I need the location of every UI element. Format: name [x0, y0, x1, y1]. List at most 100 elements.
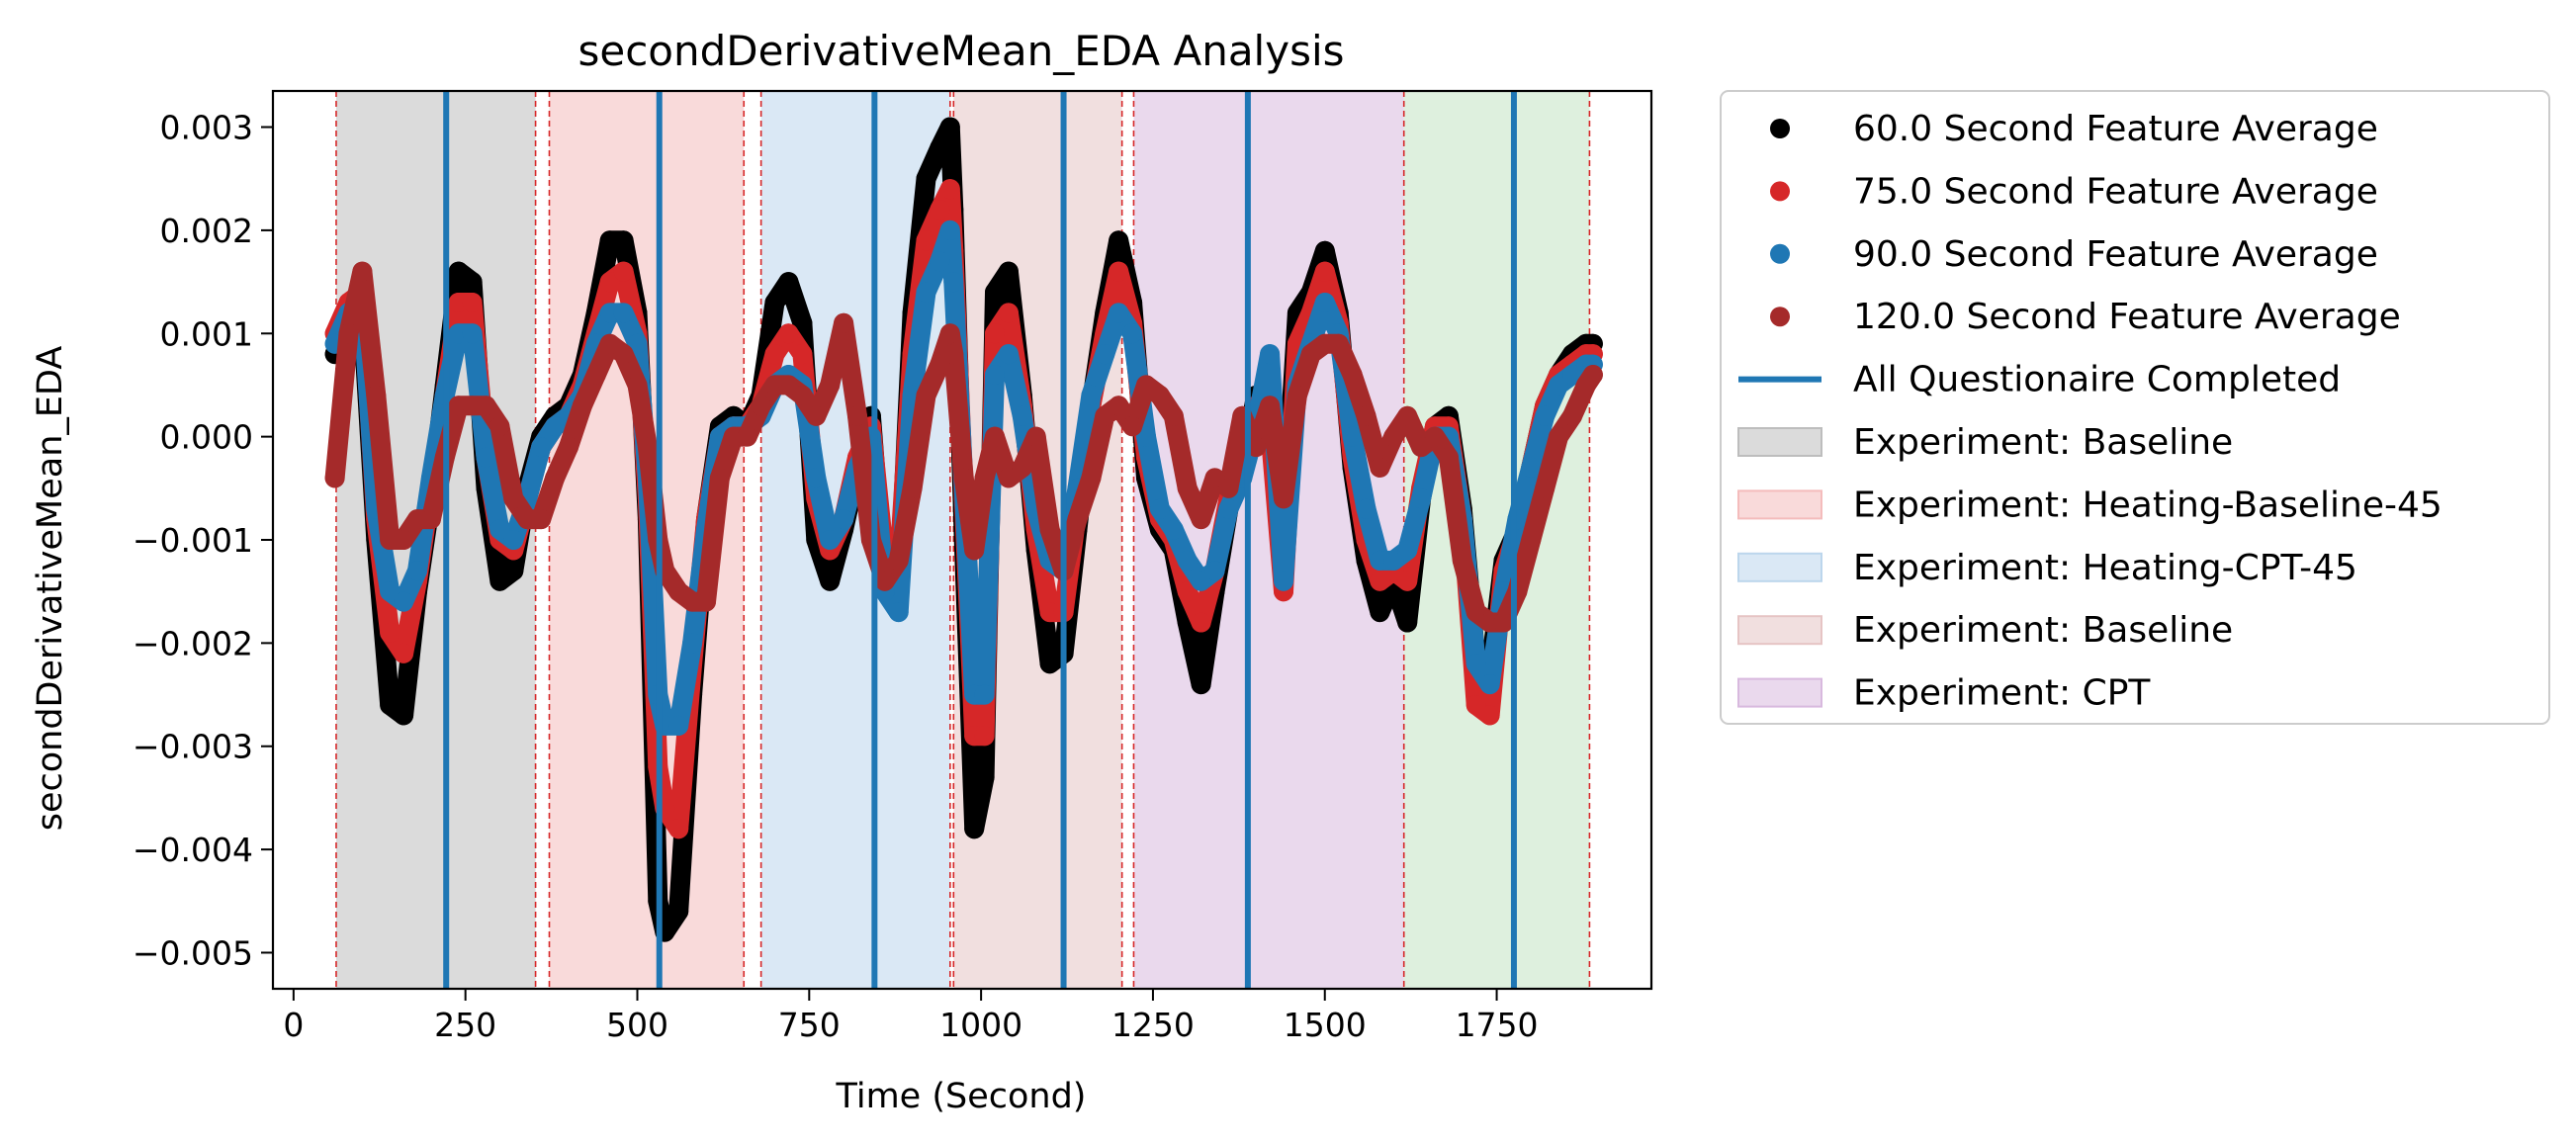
- series-3-point-18: [572, 396, 592, 416]
- series-1-point-26: [668, 819, 689, 839]
- series-3-point-39: [847, 405, 867, 426]
- series-1-point-86: [1466, 695, 1486, 715]
- series-1-point-35: [792, 344, 813, 365]
- series-3-point-33: [764, 375, 785, 396]
- series-3: [324, 261, 1603, 633]
- series-3-point-6: [407, 509, 427, 530]
- x-tick-label-3: 750: [778, 1006, 841, 1044]
- series-0-point-21: [613, 230, 634, 251]
- series-2-point-37: [820, 530, 841, 550]
- series-3-point-26: [668, 581, 689, 602]
- plot-inner: [324, 91, 1603, 989]
- series-2-point-9: [448, 323, 469, 344]
- series-1-point-81: [1397, 571, 1418, 591]
- series-3-point-29: [709, 468, 730, 488]
- series-3-point-82: [1411, 437, 1432, 458]
- series-2-point-60: [1109, 303, 1129, 323]
- y-tick-label-8: −0.005: [133, 933, 253, 972]
- series-2-point-64: [1163, 519, 1184, 540]
- y-tick-label-7: −0.004: [133, 831, 253, 869]
- series-2-point-5: [394, 591, 414, 612]
- series-3-point-20: [599, 333, 620, 354]
- series-2-point-20: [599, 303, 620, 323]
- series-2-point-11: [476, 447, 496, 468]
- series-2-point-93: [1562, 365, 1582, 385]
- series-3-point-14: [517, 509, 538, 530]
- series-3-point-88: [1493, 612, 1514, 633]
- series-0-point-51: [985, 282, 1005, 303]
- series-1-point-44: [916, 230, 936, 251]
- legend-label-3: 120.0 Second Feature Average: [1853, 297, 2401, 337]
- series-2-point-91: [1535, 405, 1555, 426]
- series-0-point-12: [489, 571, 510, 591]
- y-axis-label: secondDerivativeMean_EDA: [31, 346, 70, 832]
- series-2-point-51: [985, 365, 1005, 385]
- series-3-point-62: [1136, 375, 1156, 396]
- series-0-point-75: [1314, 240, 1335, 261]
- series-0-point-45: [930, 137, 950, 158]
- series-1-point-55: [1039, 602, 1060, 623]
- series-2-point-42: [888, 602, 909, 623]
- series-3-point-35: [792, 385, 813, 405]
- series-3-point-42: [888, 550, 909, 571]
- legend-marker-1: [1770, 181, 1790, 202]
- series-2-point-46: [939, 220, 960, 240]
- series-2-point-10: [462, 323, 483, 344]
- series-1-point-45: [930, 200, 950, 220]
- series-3-point-41: [874, 571, 895, 591]
- series-2-point-89: [1507, 509, 1528, 530]
- y-tick-label-2: 0.001: [160, 314, 253, 353]
- y-tick-label-5: −0.002: [133, 624, 253, 662]
- series-0-point-37: [820, 571, 841, 591]
- series-2-point-78: [1356, 498, 1377, 519]
- series-1-point-33: [764, 344, 785, 365]
- x-tick-label-7: 1750: [1456, 1006, 1539, 1044]
- series-3-point-71: [1260, 396, 1281, 416]
- series-3-point-46: [939, 323, 960, 344]
- series-3-point-47: [943, 344, 964, 365]
- legend-frame: [1720, 90, 2550, 725]
- series-2-point-71: [1260, 344, 1281, 365]
- series-3-point-81: [1397, 405, 1418, 426]
- series-1-point-79: [1370, 571, 1390, 591]
- series-3-point-54: [1025, 426, 1046, 447]
- series-2-point-4: [380, 581, 400, 602]
- series-3-point-0: [324, 468, 345, 488]
- series-2-point-92: [1549, 375, 1569, 396]
- series-1-point-75: [1314, 261, 1335, 282]
- x-tick-label-0: 0: [283, 1006, 304, 1044]
- y-tick-label-4: −0.001: [133, 521, 253, 560]
- series-0-point-10: [462, 272, 483, 293]
- y-tick-label-3: 0.000: [160, 418, 253, 457]
- series-3-point-65: [1177, 478, 1198, 498]
- series-3-point-90: [1521, 530, 1542, 550]
- series-3-point-11: [476, 396, 496, 416]
- series-3-point-95: [1582, 365, 1603, 385]
- series-1-point-65: [1177, 581, 1198, 602]
- series-2-point-52: [998, 344, 1019, 365]
- series-2-point-87: [1479, 674, 1500, 695]
- series-2-point-21: [613, 303, 634, 323]
- series-3-point-45: [930, 354, 950, 375]
- legend-marker-0: [1770, 119, 1790, 138]
- series-3-point-89: [1507, 581, 1528, 602]
- series-3-point-59: [1095, 405, 1115, 426]
- series-2-point-68: [1218, 498, 1239, 519]
- series-2-point-38: [834, 509, 854, 530]
- series-2-point-86: [1466, 654, 1486, 674]
- series-2-point-81: [1397, 540, 1418, 561]
- series-2-point-90: [1521, 457, 1542, 478]
- series-3-point-32: [751, 396, 771, 416]
- series-3-point-79: [1370, 457, 1390, 478]
- series-3-point-68: [1218, 478, 1239, 498]
- x-tick-label-4: 1000: [939, 1006, 1022, 1044]
- legend-label-9: Experiment: CPT: [1853, 673, 2151, 714]
- series-0-point-9: [448, 261, 469, 282]
- series-2-point-79: [1370, 550, 1390, 571]
- series-3-point-30: [723, 426, 744, 447]
- series-3-point-16: [545, 468, 566, 488]
- series-1-point-20: [599, 272, 620, 293]
- series-2-point-67: [1204, 561, 1225, 581]
- series-3-point-10: [462, 396, 483, 416]
- series-2-point-58: [1081, 385, 1102, 405]
